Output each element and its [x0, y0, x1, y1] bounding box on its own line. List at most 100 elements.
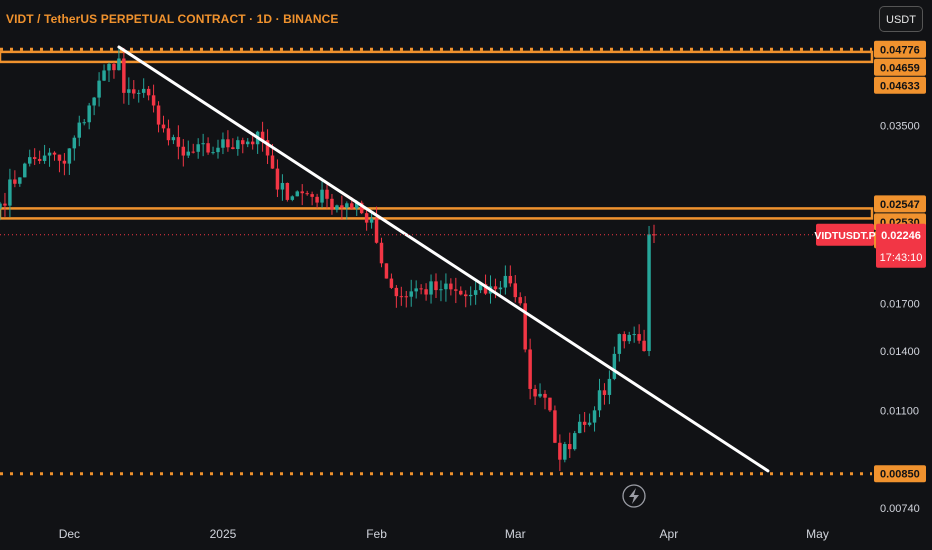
candle	[18, 177, 22, 187]
candle	[533, 384, 537, 405]
symbol-tag-label: VIDTUSDT.P	[814, 230, 875, 242]
candle-body	[558, 442, 562, 460]
candle	[568, 432, 572, 458]
candle-body	[265, 140, 270, 156]
candle	[136, 89, 141, 103]
candle	[632, 326, 636, 343]
candle	[523, 296, 527, 353]
candle	[161, 115, 166, 133]
y-tick-label: 0.00740	[880, 503, 920, 515]
lightning-icon-bolt[interactable]	[629, 488, 639, 504]
candle	[493, 278, 498, 299]
candle	[399, 286, 404, 306]
candlestick-series	[0, 47, 656, 471]
candle-body	[607, 378, 612, 395]
candle	[300, 184, 304, 206]
candle-body	[627, 334, 631, 342]
currency-button[interactable]: USDT	[879, 6, 923, 32]
candle-body	[146, 88, 151, 96]
candle	[92, 96, 96, 116]
candle	[592, 406, 597, 432]
highlighted-price: 0.04776	[874, 40, 926, 58]
candle	[325, 181, 329, 209]
highlighted-price-label: 0.02547	[880, 199, 920, 211]
lightning-icon-ring[interactable]	[622, 484, 646, 508]
candle	[146, 86, 151, 101]
candle	[305, 190, 309, 196]
candle-body	[434, 281, 438, 291]
candle	[572, 430, 577, 451]
candle-body	[201, 143, 205, 145]
candle-body	[592, 410, 597, 423]
candle	[245, 138, 250, 148]
candle-body	[300, 191, 304, 194]
candle-body	[444, 283, 448, 290]
candle	[236, 136, 240, 156]
candle-body	[260, 131, 265, 141]
x-tick-label: Feb	[366, 527, 387, 541]
candle-body	[186, 151, 191, 156]
candle	[652, 224, 656, 244]
lightning-icon[interactable]	[622, 484, 646, 508]
highlighted-price-bg	[874, 76, 926, 94]
candle-body	[156, 105, 161, 125]
candle	[57, 154, 62, 173]
candle	[315, 193, 319, 209]
candle-body	[459, 290, 463, 295]
candle	[538, 383, 542, 398]
candle-body	[508, 275, 513, 284]
candle-body	[424, 289, 428, 295]
candle-body	[533, 388, 537, 397]
candle	[374, 206, 379, 244]
trendline[interactable]	[117, 45, 770, 473]
candle-body	[221, 139, 225, 148]
candle	[340, 195, 344, 220]
candle-body	[112, 63, 116, 71]
x-axis: Dec 2025 Feb Mar Apr May	[59, 527, 829, 541]
candle-body	[13, 179, 17, 184]
candle-body	[67, 148, 72, 164]
candle	[602, 383, 607, 405]
highlighted-price-bg	[874, 40, 926, 58]
candle	[27, 149, 32, 167]
candle	[389, 273, 394, 290]
symbol-tag-bg	[816, 223, 874, 246]
horizontal-levels[interactable]	[0, 47, 874, 476]
candle-body	[652, 234, 656, 236]
candle	[553, 405, 557, 444]
candle-body	[72, 137, 77, 149]
highlighted-price-bg	[874, 465, 926, 483]
trendline-layer[interactable]	[117, 45, 770, 473]
candle-body	[463, 294, 468, 297]
level-zone[interactable]	[0, 50, 874, 64]
candle-body	[563, 444, 567, 460]
candle	[107, 62, 111, 83]
x-tick-label: 2025	[210, 527, 237, 541]
candle-body	[181, 146, 186, 156]
candle-body	[429, 281, 433, 295]
candle-body	[37, 158, 42, 161]
candle-body	[513, 283, 518, 298]
level-zone[interactable]	[0, 207, 874, 220]
candle	[449, 278, 453, 296]
candle-body	[369, 218, 374, 223]
candle	[622, 331, 627, 349]
candle	[171, 134, 176, 145]
highlighted-price-label: 0.04776	[880, 44, 920, 56]
candle	[47, 148, 52, 167]
candle	[577, 414, 582, 434]
chart-title: VIDT / TetherUS PERPETUAL CONTRACT · 1D …	[6, 12, 339, 26]
candle	[87, 102, 91, 130]
candle	[97, 72, 101, 107]
candle-body	[132, 89, 136, 94]
candle-body	[275, 168, 280, 190]
candle	[112, 62, 116, 79]
candle-body	[310, 194, 314, 197]
candle	[32, 148, 37, 166]
candle	[394, 285, 399, 308]
candle	[62, 153, 67, 176]
candle	[37, 150, 42, 164]
candle-body	[82, 122, 86, 124]
candle	[409, 279, 413, 307]
